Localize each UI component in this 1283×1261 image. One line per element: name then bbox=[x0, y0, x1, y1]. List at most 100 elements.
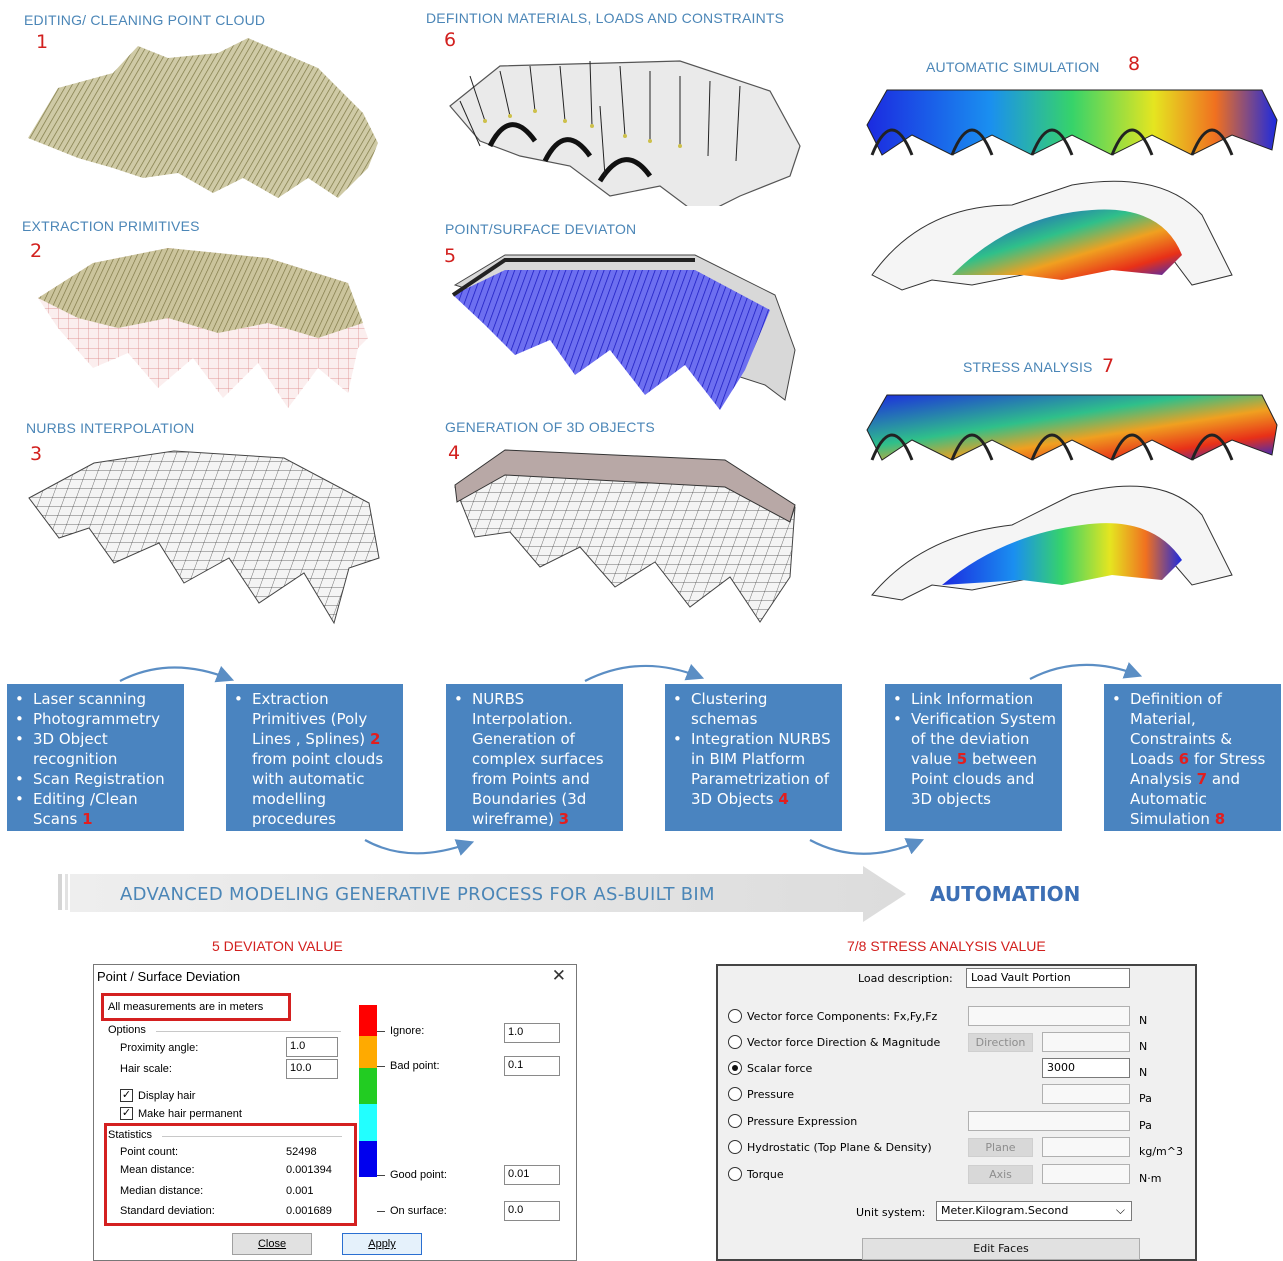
load-description-label: Load description: bbox=[858, 972, 953, 985]
flow-connectors bbox=[119, 662, 1143, 856]
load-unit-label: N·m bbox=[1139, 1172, 1162, 1185]
statistics-highlight bbox=[104, 1123, 357, 1226]
load-description-input[interactable]: Load Vault Portion bbox=[966, 968, 1130, 988]
step-number-4: 4 bbox=[448, 442, 461, 464]
scale-tick bbox=[377, 1211, 385, 1212]
process-arrow bbox=[58, 866, 906, 922]
flow-box-nurbs: NURBS Interpolation. Generation of compl… bbox=[446, 684, 623, 831]
proximity-angle-input[interactable]: 1.0 bbox=[286, 1037, 338, 1057]
load-option-button[interactable]: Plane bbox=[968, 1138, 1033, 1157]
point-cloud-figure bbox=[28, 38, 378, 198]
load-type-radio[interactable] bbox=[728, 1009, 742, 1023]
hair-scale-input[interactable]: 10.0 bbox=[286, 1059, 338, 1079]
load-unit-label: Pa bbox=[1139, 1119, 1152, 1132]
stress-value-title: 7/8 STRESS ANALYSIS VALUE bbox=[847, 938, 1046, 954]
load-type-radio[interactable] bbox=[728, 1061, 742, 1075]
process-title: ADVANCED MODELING GENERATIVE PROCESS FOR… bbox=[120, 884, 715, 905]
load-option-button[interactable]: Direction bbox=[968, 1033, 1033, 1052]
color-scale-segment bbox=[359, 1036, 377, 1068]
close-button-label: Close bbox=[257, 1238, 287, 1250]
on-surface-input[interactable]: 0.0 bbox=[504, 1201, 560, 1221]
bad-point-input[interactable]: 0.1 bbox=[504, 1056, 560, 1076]
load-type-radio[interactable] bbox=[728, 1167, 742, 1181]
load-value-input[interactable] bbox=[1042, 1164, 1130, 1184]
load-type-label: Scalar force bbox=[747, 1062, 813, 1075]
flow-box-extraction: Extraction Primitives (Poly Lines , Spli… bbox=[226, 684, 403, 831]
flow-text: Verification System of the deviation val… bbox=[911, 710, 1056, 768]
flow-text: from point clouds with automatic modelli… bbox=[252, 750, 384, 828]
load-value-input[interactable] bbox=[968, 1111, 1130, 1131]
flow-box-simulation: Definition of Material, Constraints & Lo… bbox=[1104, 684, 1281, 831]
permanent-hair-label: Make hair permanent bbox=[138, 1108, 242, 1120]
flow-ref: 7 bbox=[1196, 770, 1208, 788]
scale-tick bbox=[377, 1031, 385, 1032]
statistics-group-label: Statistics bbox=[108, 1129, 153, 1141]
arc-connector bbox=[119, 665, 235, 683]
load-type-label: Hydrostatic (Top Plane & Density) bbox=[747, 1141, 932, 1154]
unit-system-select[interactable]: Meter.Kilogram.Second ⌵ bbox=[936, 1201, 1132, 1221]
load-unit-label: N bbox=[1139, 1066, 1148, 1079]
group-divider bbox=[156, 1031, 341, 1032]
flow-ref: 3 bbox=[558, 810, 570, 828]
load-unit-label: Pa bbox=[1139, 1092, 1152, 1105]
load-value-input[interactable]: 3000 bbox=[1042, 1058, 1130, 1078]
flow-text: NURBS Interpolation. Generation of compl… bbox=[472, 690, 604, 828]
close-icon[interactable]: ✕ bbox=[551, 966, 566, 985]
on-surface-label: On surface: bbox=[390, 1205, 447, 1217]
load-type-radio[interactable] bbox=[728, 1114, 742, 1128]
load-type-radio[interactable] bbox=[728, 1140, 742, 1154]
good-point-input[interactable]: 0.01 bbox=[504, 1165, 560, 1185]
scale-tick bbox=[377, 1066, 385, 1067]
step-title-nurbs: NURBS INTERPOLATION bbox=[26, 420, 195, 436]
load-type-radio[interactable] bbox=[728, 1035, 742, 1049]
objects-figure bbox=[454, 449, 796, 623]
unit-system-value: Meter.Kilogram.Second bbox=[941, 1204, 1069, 1217]
display-hair-checkbox[interactable]: ✓ bbox=[120, 1089, 133, 1102]
load-unit-label: N bbox=[1139, 1014, 1148, 1027]
load-type-radio[interactable] bbox=[728, 1087, 742, 1101]
load-value-input[interactable] bbox=[1042, 1137, 1130, 1157]
load-option-button[interactable]: Axis bbox=[968, 1165, 1033, 1184]
step-number-6: 6 bbox=[444, 29, 457, 51]
hair-scale-label: Hair scale: bbox=[120, 1063, 172, 1075]
flow-text: Extraction Primitives (Poly Lines , Spli… bbox=[252, 690, 368, 748]
step-title-materials: DEFINTION MATERIALS, LOADS AND CONSTRAIN… bbox=[426, 10, 785, 26]
arc-connector bbox=[809, 838, 925, 855]
load-unit-label: N bbox=[1139, 1040, 1148, 1053]
color-scale-segment bbox=[359, 1068, 377, 1104]
load-value-input[interactable] bbox=[1042, 1032, 1130, 1052]
apply-button[interactable]: Apply bbox=[342, 1233, 422, 1255]
nurbs-figure bbox=[28, 450, 380, 625]
unit-system-label: Unit system: bbox=[856, 1206, 926, 1219]
extraction-figure bbox=[38, 248, 368, 408]
units-note: All measurements are in meters bbox=[108, 1001, 264, 1013]
arc-connector bbox=[1029, 662, 1143, 680]
step-number-2: 2 bbox=[30, 240, 43, 262]
load-value-input[interactable] bbox=[1042, 1084, 1130, 1104]
load-type-label: Pressure bbox=[747, 1088, 794, 1101]
ignore-label: Ignore: bbox=[390, 1025, 425, 1037]
flow-text: Clustering schemas bbox=[673, 689, 836, 729]
flow-text: Integration NURBS in BIM Platform Parame… bbox=[691, 730, 831, 808]
close-button[interactable]: Close bbox=[232, 1233, 312, 1255]
flow-item: Scan Registration bbox=[15, 769, 178, 789]
step-title-deviation: POINT/SURFACE DEVIATON bbox=[445, 221, 637, 237]
flow-box-bim: Clustering schemas Integration NURBS in … bbox=[665, 684, 842, 831]
step-title-editing: EDITING/ CLEANING POINT CLOUD bbox=[24, 12, 266, 28]
step-title-stress: STRESS ANALYSIS bbox=[963, 359, 1093, 375]
display-hair-label: Display hair bbox=[138, 1090, 196, 1102]
dialog-title: Point / Surface Deviation bbox=[97, 969, 241, 984]
ignore-input[interactable]: 1.0 bbox=[504, 1023, 560, 1043]
load-unit-label: kg/m^3 bbox=[1139, 1145, 1183, 1158]
load-value-input[interactable] bbox=[968, 1006, 1130, 1026]
flow-text: between Point clouds and 3D objects bbox=[911, 750, 1037, 808]
arc-connector bbox=[364, 839, 475, 856]
edit-faces-button[interactable]: Edit Faces bbox=[862, 1238, 1140, 1260]
automation-label: AUTOMATION bbox=[930, 882, 1081, 906]
flow-ref: 4 bbox=[778, 790, 789, 808]
stat-label: Standard deviation: bbox=[120, 1205, 215, 1217]
step-number-1: 1 bbox=[36, 31, 49, 53]
step-number-3: 3 bbox=[30, 443, 43, 465]
permanent-hair-checkbox[interactable]: ✓ bbox=[120, 1107, 133, 1120]
color-scale-segment bbox=[359, 1141, 377, 1177]
